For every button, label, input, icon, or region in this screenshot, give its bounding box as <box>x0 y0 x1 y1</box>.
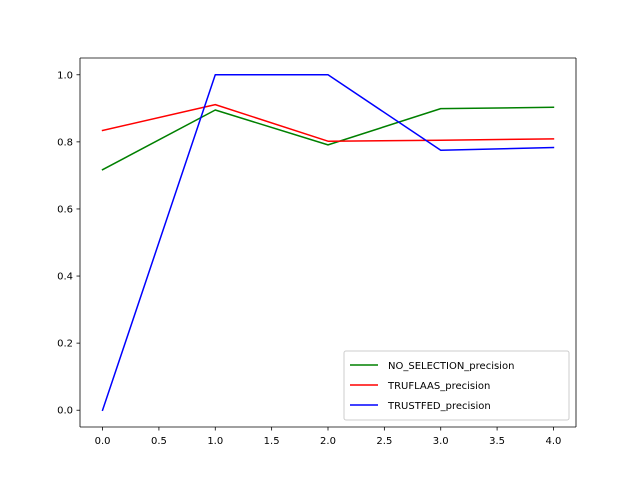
x-axis: 0.0 0.5 1.0 1.5 2.0 2.5 3.0 3.5 4.0 <box>95 427 562 447</box>
y-axis: 0.0 0.2 0.4 0.6 0.8 1.0 <box>57 70 80 417</box>
axes-frame <box>79 57 577 428</box>
legend-label: TRUSTFED_precision <box>387 401 491 412</box>
series-line-trustfed-precision <box>101 74 555 412</box>
x-tick-label: 1.5 <box>264 436 280 447</box>
legend-label: TRUFLAAS_precision <box>387 381 490 392</box>
y-tick-label: 0.0 <box>57 406 73 417</box>
y-tick-label: 0.8 <box>57 137 73 148</box>
y-tick-label: 0.4 <box>57 272 73 283</box>
x-tick-label: 3.5 <box>489 436 505 447</box>
y-tick-label: 0.2 <box>57 339 73 350</box>
legend: NO_SELECTION_precision TRUFLAAS_precision… <box>343 350 570 421</box>
x-tick-label: 2.5 <box>376 436 392 447</box>
x-tick-label: 2.0 <box>320 436 336 447</box>
y-tick-label: 1.0 <box>57 70 73 81</box>
x-tick-label: 1.0 <box>207 436 223 447</box>
x-tick-label: 0.5 <box>151 436 167 447</box>
y-tick-label: 0.6 <box>57 204 73 215</box>
x-tick-label: 4.0 <box>546 436 562 447</box>
x-tick-label: 3.0 <box>433 436 449 447</box>
x-tick-label: 0.0 <box>95 436 111 447</box>
series-line-no-selection-precision <box>101 106 555 171</box>
legend-box <box>343 350 570 421</box>
series-line-truflaas-precision <box>101 103 555 142</box>
series-layer <box>101 74 555 412</box>
legend-label: NO_SELECTION_precision <box>388 361 514 372</box>
